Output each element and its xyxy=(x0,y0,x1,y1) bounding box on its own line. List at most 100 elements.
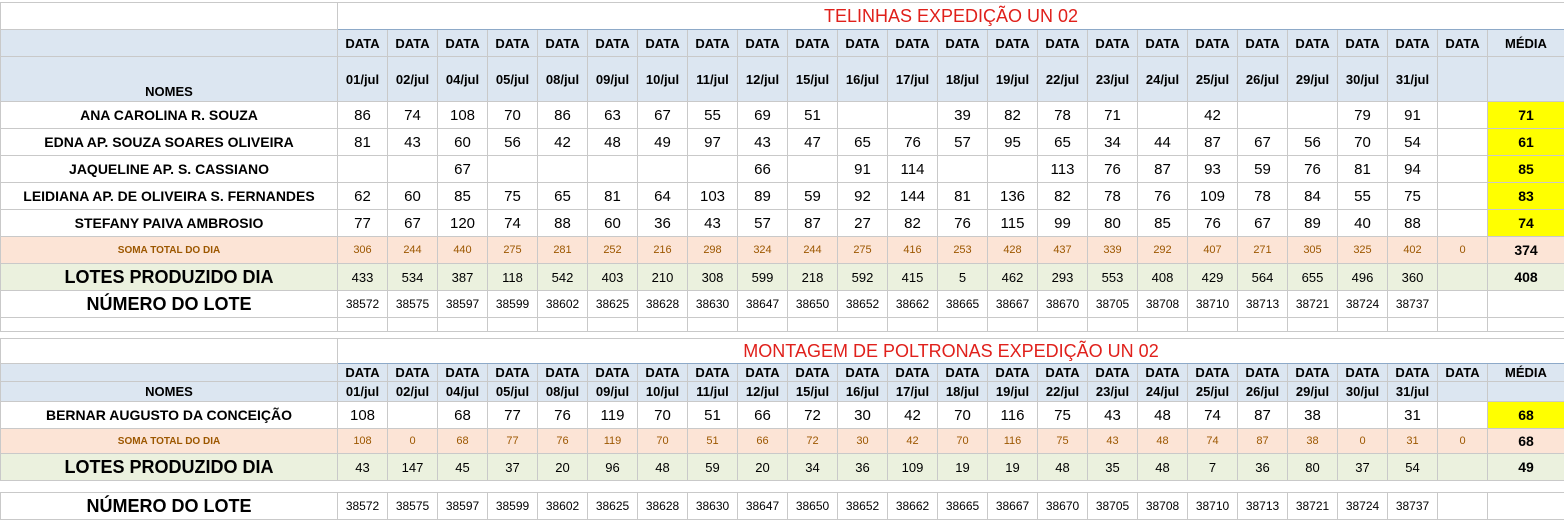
value-cell[interactable]: 51 xyxy=(787,101,838,129)
value-cell[interactable]: 81 xyxy=(937,182,988,210)
lotes-value-cell[interactable]: 20 xyxy=(537,453,588,481)
value-cell[interactable]: 67 xyxy=(637,101,688,129)
lotes-value-cell[interactable]: 415 xyxy=(887,263,938,291)
data-header-cell[interactable]: DATA xyxy=(1037,29,1088,57)
value-cell[interactable]: 65 xyxy=(837,128,888,156)
value-cell[interactable]: 66 xyxy=(737,155,788,183)
value-cell[interactable] xyxy=(1437,128,1488,156)
date-cell[interactable]: 22/jul xyxy=(1037,381,1088,402)
empty-cell[interactable] xyxy=(1137,317,1188,332)
lotes-value-cell[interactable]: 80 xyxy=(1287,453,1338,481)
lote-number-cell[interactable]: 38652 xyxy=(837,290,888,318)
value-cell[interactable]: 59 xyxy=(787,182,838,210)
value-cell[interactable]: 42 xyxy=(537,128,588,156)
value-cell[interactable]: 76 xyxy=(1287,155,1338,183)
lotes-value-cell[interactable]: 48 xyxy=(1037,453,1088,481)
date-cell[interactable]: 01/jul xyxy=(337,381,388,402)
date-cell[interactable]: 08/jul xyxy=(537,56,588,102)
value-cell[interactable]: 76 xyxy=(1187,209,1238,237)
value-cell[interactable]: 78 xyxy=(1237,182,1288,210)
lotes-value-cell[interactable]: 496 xyxy=(1337,263,1388,291)
empty-cell[interactable] xyxy=(1237,317,1288,332)
soma-value-cell[interactable]: 253 xyxy=(937,236,988,264)
value-cell[interactable]: 78 xyxy=(1087,182,1138,210)
data-header-cell[interactable]: DATA xyxy=(1237,363,1288,382)
date-cell[interactable]: 05/jul xyxy=(487,381,538,402)
soma-value-cell[interactable]: 30 xyxy=(837,428,888,454)
lotes-value-cell[interactable]: 433 xyxy=(337,263,388,291)
lotes-value-cell[interactable]: 35 xyxy=(1087,453,1138,481)
value-cell[interactable]: 43 xyxy=(1087,401,1138,429)
soma-value-cell[interactable]: 119 xyxy=(587,428,638,454)
value-cell[interactable]: 48 xyxy=(587,128,638,156)
value-cell[interactable]: 48 xyxy=(1137,401,1188,429)
value-cell[interactable]: 89 xyxy=(737,182,788,210)
value-cell[interactable]: 136 xyxy=(987,182,1038,210)
value-cell[interactable]: 67 xyxy=(437,155,488,183)
value-cell[interactable] xyxy=(487,155,538,183)
lote-number-cell[interactable]: 38710 xyxy=(1187,290,1238,318)
soma-value-cell[interactable]: 70 xyxy=(637,428,688,454)
value-cell[interactable]: 89 xyxy=(1287,209,1338,237)
value-cell[interactable]: 92 xyxy=(837,182,888,210)
soma-value-cell[interactable]: 42 xyxy=(887,428,938,454)
lote-number-cell[interactable]: 38628 xyxy=(637,290,688,318)
lotes-value-cell[interactable]: 96 xyxy=(587,453,638,481)
value-cell[interactable]: 55 xyxy=(1337,182,1388,210)
date-cell[interactable]: 22/jul xyxy=(1037,56,1088,102)
media-cell[interactable]: 71 xyxy=(1487,101,1564,129)
value-cell[interactable]: 40 xyxy=(1337,209,1388,237)
nomes-header[interactable]: NOMES xyxy=(0,56,338,102)
value-cell[interactable]: 82 xyxy=(887,209,938,237)
soma-value-cell[interactable]: 325 xyxy=(1337,236,1388,264)
data-header-cell[interactable]: DATA xyxy=(1437,29,1488,57)
soma-value-cell[interactable]: 70 xyxy=(937,428,988,454)
numero-lote-label[interactable]: NÚMERO DO LOTE xyxy=(0,290,338,318)
lotes-value-cell[interactable]: 564 xyxy=(1237,263,1288,291)
soma-value-cell[interactable]: 416 xyxy=(887,236,938,264)
lotes-value-cell[interactable]: 553 xyxy=(1087,263,1138,291)
value-cell[interactable]: 34 xyxy=(1087,128,1138,156)
blank-cell[interactable] xyxy=(0,338,338,364)
lotes-value-cell[interactable]: 462 xyxy=(987,263,1038,291)
value-cell[interactable]: 70 xyxy=(1337,128,1388,156)
lotes-value-cell[interactable]: 59 xyxy=(687,453,738,481)
soma-value-cell[interactable]: 31 xyxy=(1387,428,1438,454)
empty-cell[interactable] xyxy=(387,317,438,332)
date-cell[interactable]: 09/jul xyxy=(587,381,638,402)
value-cell[interactable]: 65 xyxy=(1037,128,1088,156)
data-header-cell[interactable]: DATA xyxy=(1037,363,1088,382)
soma-value-cell[interactable]: 440 xyxy=(437,236,488,264)
value-cell[interactable]: 81 xyxy=(1337,155,1388,183)
data-header-cell[interactable]: DATA xyxy=(1187,363,1238,382)
value-cell[interactable]: 55 xyxy=(687,101,738,129)
value-cell[interactable]: 114 xyxy=(887,155,938,183)
date-cell[interactable]: 01/jul xyxy=(337,56,388,102)
date-cell[interactable]: 17/jul xyxy=(887,56,938,102)
soma-value-cell[interactable]: 76 xyxy=(537,428,588,454)
lotes-value-cell[interactable]: 45 xyxy=(437,453,488,481)
value-cell[interactable]: 42 xyxy=(1187,101,1238,129)
soma-value-cell[interactable]: 324 xyxy=(737,236,788,264)
value-cell[interactable]: 109 xyxy=(1187,182,1238,210)
value-cell[interactable]: 91 xyxy=(1387,101,1438,129)
soma-value-cell[interactable]: 244 xyxy=(787,236,838,264)
value-cell[interactable]: 80 xyxy=(1087,209,1138,237)
media-cell[interactable]: 68 xyxy=(1487,401,1564,429)
media-header[interactable]: MÉDIA xyxy=(1487,363,1564,382)
data-header-cell[interactable]: DATA xyxy=(1387,29,1438,57)
value-cell[interactable]: 84 xyxy=(1287,182,1338,210)
empty-cell[interactable] xyxy=(737,317,788,332)
date-cell[interactable]: 08/jul xyxy=(537,381,588,402)
lote-number-cell[interactable]: 38602 xyxy=(537,290,588,318)
date-cell[interactable]: 02/jul xyxy=(387,56,438,102)
value-cell[interactable] xyxy=(1437,155,1488,183)
data-header-cell[interactable]: DATA xyxy=(937,363,988,382)
value-cell[interactable]: 78 xyxy=(1037,101,1088,129)
soma-value-cell[interactable]: 339 xyxy=(1087,236,1138,264)
empty-cell[interactable] xyxy=(1437,317,1488,332)
date-cell[interactable]: 05/jul xyxy=(487,56,538,102)
value-cell[interactable] xyxy=(687,155,738,183)
value-cell[interactable]: 77 xyxy=(337,209,388,237)
value-cell[interactable]: 54 xyxy=(1387,128,1438,156)
